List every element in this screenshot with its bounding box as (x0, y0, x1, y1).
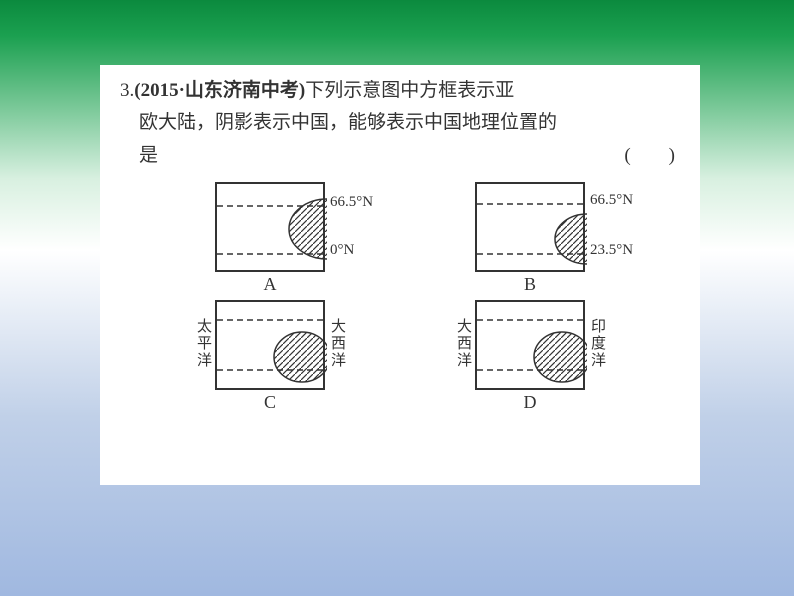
question-text: 3.(2015·山东济南中考)下列示意图中方框表示亚 欧大陆，阴影表示中国，能够… (100, 65, 700, 177)
label-D-left: 大西洋 (455, 318, 470, 369)
label-A-top: 66.5°N (330, 194, 373, 211)
page-content: 3.(2015·山东济南中考)下列示意图中方框表示亚 欧大陆，阴影表示中国，能够… (100, 65, 700, 485)
box-B (475, 182, 585, 272)
label-C-right: 大西洋 (329, 318, 344, 369)
box-D (475, 300, 585, 390)
label-B-bottom: 23.5°N (590, 242, 633, 259)
letter-B: B (524, 274, 536, 295)
question-line1: 下列示意图中方框表示亚 (305, 80, 514, 101)
diagram-A: 66.5°N 0°N A (160, 182, 380, 295)
diagram-B: 66.5°N 23.5°N B (420, 182, 640, 295)
letter-A: A (264, 274, 277, 295)
question-source: (2015·山东济南中考) (134, 80, 305, 101)
question-line3: 是 (139, 145, 158, 166)
letter-C: C (264, 392, 276, 413)
diagram-C: 太平洋 大西洋 C (160, 300, 380, 413)
diagrams-grid: 66.5°N 0°N A 66.5°N 23.5°N B 太平洋 大西洋 C 大… (100, 177, 700, 413)
diagram-D: 大西洋 印度洋 D (420, 300, 640, 413)
label-C-left: 太平洋 (195, 318, 210, 369)
label-D-right: 印度洋 (589, 318, 604, 369)
box-C (215, 300, 325, 390)
label-A-bottom: 0°N (330, 242, 354, 259)
question-line2: 欧大陆，阴影表示中国，能够表示中国地理位置的 (139, 112, 557, 133)
letter-D: D (524, 392, 537, 413)
label-B-top: 66.5°N (590, 192, 633, 209)
box-A (215, 182, 325, 272)
answer-paren: ( ) (624, 140, 675, 172)
question-number: 3. (120, 80, 134, 101)
